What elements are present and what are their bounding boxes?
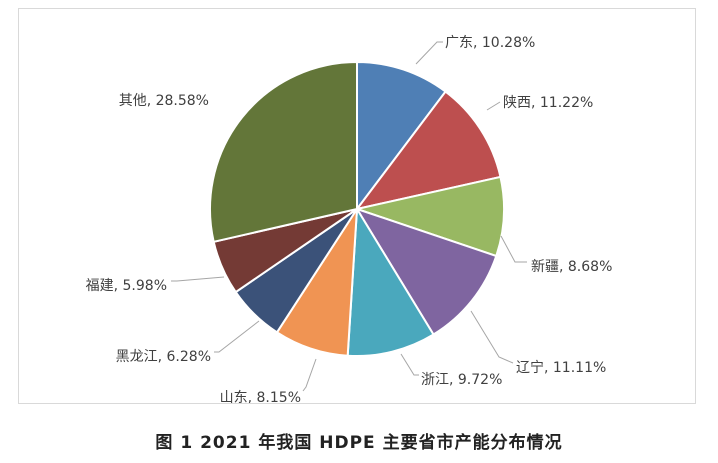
leader-line-3 [470, 310, 514, 364]
slice-label-5: 山东, 8.15% [220, 390, 301, 403]
slice-label-2: 新疆, 8.68% [531, 259, 612, 275]
figure-caption: 图 1 2021 年我国 HDPE 主要省市产能分布情况 [155, 433, 563, 453]
leader-line-7 [171, 276, 225, 282]
leader-line-1 [486, 101, 501, 111]
slice-label-0: 广东, 10.28% [445, 35, 535, 51]
slice-label-1: 陕西, 11.22% [503, 95, 593, 111]
pie-slice-8 [209, 60, 358, 243]
slice-label-3: 辽宁, 11.11% [516, 359, 606, 376]
leader-line-2 [500, 235, 527, 263]
leader-line-4 [400, 353, 419, 376]
leader-line-0 [415, 41, 443, 65]
slice-label-6: 黑龙江, 6.28% [116, 349, 211, 365]
pie-slice-4 [346, 205, 435, 357]
chart-frame: 广东, 10.28% 陕西, 11.22% 新疆, 8.68% 辽宁, 11.11% 浙… [18, 8, 696, 404]
slice-label-8: 其他, 28.58% [119, 93, 209, 109]
slice-label-7: 福建, 5.98% [86, 278, 167, 294]
leader-line-6 [214, 320, 260, 353]
leader-line-5 [302, 358, 317, 392]
pie-chart: 广东, 10.28% 陕西, 11.22% 新疆, 8.68% 辽宁, 11.11% 浙… [86, 35, 613, 403]
slice-label-4: 浙江, 9.72% [421, 372, 502, 388]
pie-slice-1 [354, 90, 502, 211]
pie-slice-0 [356, 60, 447, 212]
pie-slice-3 [354, 207, 498, 336]
